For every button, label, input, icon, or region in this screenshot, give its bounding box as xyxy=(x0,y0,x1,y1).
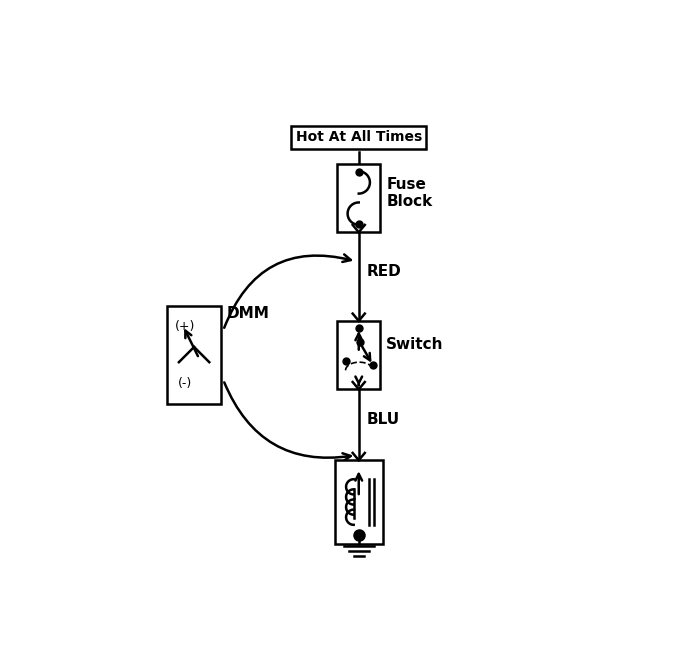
FancyBboxPatch shape xyxy=(337,164,380,232)
Text: (-): (-) xyxy=(178,377,192,390)
Text: Switch: Switch xyxy=(386,338,444,353)
FancyBboxPatch shape xyxy=(335,460,383,544)
Text: BLU: BLU xyxy=(367,412,400,427)
Text: Hot At All Times: Hot At All Times xyxy=(295,130,422,145)
Text: DMM: DMM xyxy=(227,306,270,321)
FancyBboxPatch shape xyxy=(167,306,220,405)
Text: Fuse
Block: Fuse Block xyxy=(386,177,433,209)
FancyBboxPatch shape xyxy=(337,321,380,390)
Text: RED: RED xyxy=(367,264,402,279)
Text: (+): (+) xyxy=(175,320,195,334)
